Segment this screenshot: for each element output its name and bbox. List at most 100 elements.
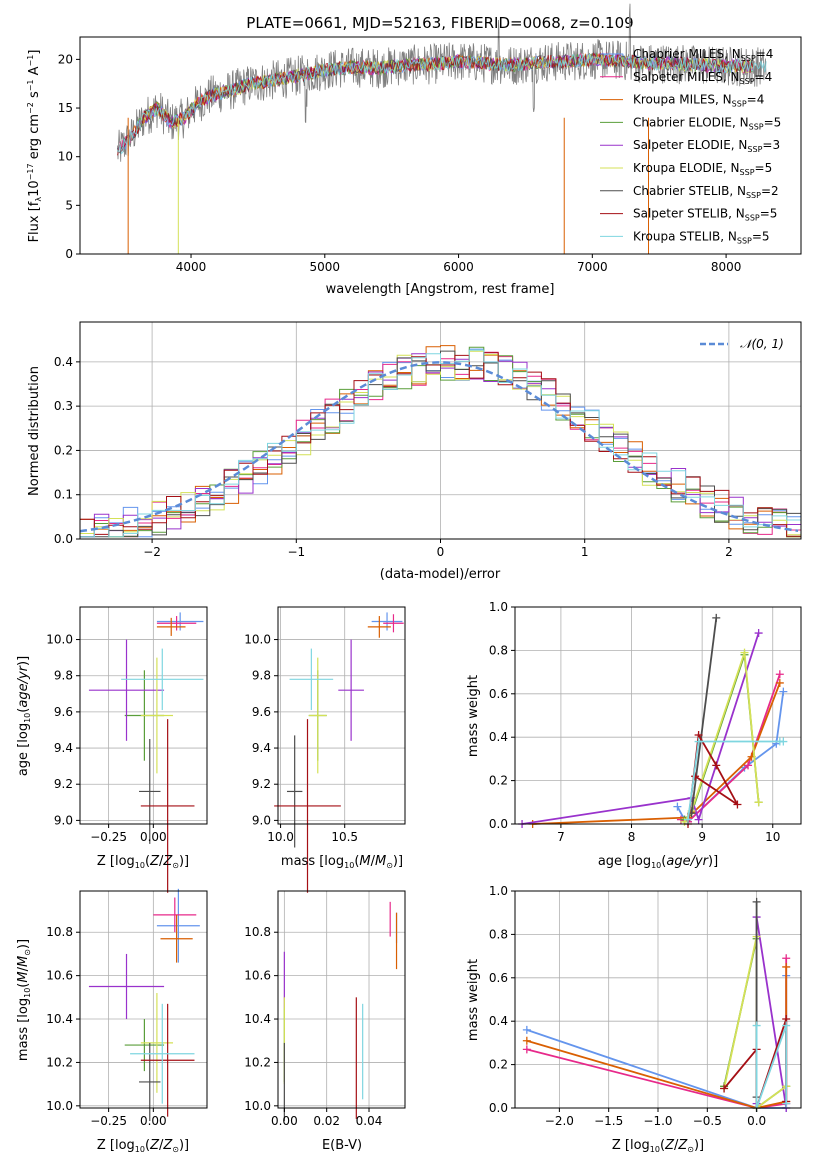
ebv-mass-xlabel: E(B-V) <box>322 1138 362 1153</box>
weight-marker <box>733 800 742 809</box>
x-tick-label: 8000 <box>711 260 742 274</box>
residual-xlabel: (data-model)/error <box>380 567 501 582</box>
y-tick-label: 0.2 <box>54 443 73 457</box>
y-tick-label: 9.2 <box>54 777 73 791</box>
mass-age-xlabel: mass [log10(M/M⊙)] <box>281 854 403 870</box>
weight-marker <box>712 613 721 622</box>
residual-ylabel: Normed distribution <box>27 366 42 496</box>
x-tick-label: 0.00 <box>140 830 167 844</box>
spectrum-title: PLATE=0661, MJD=52163, FIBERID=0068, z=0… <box>246 14 633 32</box>
weight-marker <box>782 954 791 963</box>
y-tick-label: 10.4 <box>46 1012 73 1026</box>
x-tick-label: 5000 <box>310 260 341 274</box>
spectrum-panel: PLATE=0661, MJD=52163, FIBERID=0068, z=0… <box>26 3 802 297</box>
x-tick-label: −2.0 <box>545 1114 574 1128</box>
x-tick-label: −1.5 <box>594 1114 623 1128</box>
legend-label: Salpeter ELODIE, NSSP=3 <box>633 138 780 154</box>
x-tick-label: 9 <box>698 830 706 844</box>
y-tick-label: 0.1 <box>54 488 73 502</box>
histogram-step-line <box>80 345 801 538</box>
weight-marker <box>752 1021 761 1030</box>
weight-marker <box>522 1025 531 1034</box>
y-tick-label: 10.2 <box>46 1055 73 1069</box>
residual-ticks: −2 −1 0 1 2 0.0 0.1 0.2 0.3 0.4 <box>54 355 733 559</box>
residual-plot-area <box>79 345 801 538</box>
weight-marker <box>782 1099 791 1108</box>
spectrum-legend: Chabrier MILES, NSSP=4 Salpeter MILES, NS… <box>600 47 781 245</box>
y-tick-label: 9.6 <box>252 705 271 719</box>
y-tick-label: 10.6 <box>244 969 271 983</box>
y-tick-label: 1.0 <box>489 600 508 614</box>
legend-label: Salpeter STELIB, NSSP=5 <box>633 207 777 223</box>
z-weight-ylabel: mass weight <box>466 959 481 1041</box>
y-tick-label: 0.2 <box>489 774 508 788</box>
x-tick-label: 2 <box>725 545 733 559</box>
weight-line <box>532 682 781 825</box>
x-tick-label: 7000 <box>577 260 608 274</box>
x-tick-label: −0.5 <box>693 1114 722 1128</box>
y-tick-label: 10 <box>58 150 73 164</box>
residual-panel: −2 −1 0 1 2 0.0 0.1 0.2 0.3 0.4 (data-model)/erro… <box>27 321 802 582</box>
weight-line <box>526 975 788 1109</box>
histogram-step-line <box>80 349 801 538</box>
weight-marker <box>779 687 788 696</box>
spectrum-xlabel: wavelength [Angstrom, rest frame] <box>326 282 555 297</box>
weight-line <box>723 938 787 1110</box>
weight-line <box>755 1025 788 1109</box>
weight-line <box>723 936 787 1110</box>
y-tick-label: 0.0 <box>489 1101 508 1115</box>
legend-label: Kroupa MILES, NSSP=4 <box>633 93 764 109</box>
normal-curve <box>79 361 799 533</box>
y-tick-label: 0.4 <box>489 730 508 744</box>
weight-marker <box>740 648 749 657</box>
x-tick-label: 0.0 <box>747 1114 766 1128</box>
x-tick-label: 1 <box>581 545 589 559</box>
x-tick-label: 7 <box>557 830 565 844</box>
y-tick-label: 10.0 <box>244 1099 271 1113</box>
y-tick-label: 0.6 <box>489 971 508 985</box>
weight-marker <box>779 737 788 746</box>
y-tick-label: 0.3 <box>54 399 73 413</box>
age-weight-frame <box>514 606 802 825</box>
x-tick-label: −1.0 <box>643 1114 672 1128</box>
z-age-frame <box>79 606 208 825</box>
y-tick-label: 10.0 <box>46 1099 73 1113</box>
y-tick-label: 9.4 <box>252 741 271 755</box>
weight-line <box>723 1018 788 1109</box>
weight-marker <box>694 815 703 824</box>
weight-line <box>690 617 718 814</box>
x-tick-label: 10.0 <box>267 830 294 844</box>
spectrum-ticks: 4000 5000 6000 7000 8000 0 5 10 15 20 <box>58 52 742 274</box>
x-tick-label: 0.02 <box>313 1114 340 1128</box>
weight-marker <box>775 678 784 687</box>
legend-label: Salpeter MILES, NSSP=4 <box>633 70 772 86</box>
y-tick-label: 0.0 <box>489 817 508 831</box>
y-tick-label: 0.6 <box>489 687 508 701</box>
y-tick-label: 10.0 <box>46 633 73 647</box>
z-mass-panel: −0.25 0.00 10.0 10.2 10.4 10.6 10.8 Z [log10(Z… <box>16 888 208 1154</box>
z-mass-ylabel: mass [log10(M/M⊙)] <box>16 939 32 1061</box>
y-tick-label: 0.2 <box>489 1058 508 1072</box>
y-tick-label: 9.8 <box>252 669 271 683</box>
y-tick-label: 0 <box>65 247 73 261</box>
x-tick-label: −0.25 <box>90 1114 127 1128</box>
age-weight-panel: 7 8 9 10 0.0 0.2 0.4 0.6 0.8 1.0 age [log10(age/y… <box>466 600 802 870</box>
x-tick-label: 0.00 <box>271 1114 298 1128</box>
y-tick-label: 9.8 <box>54 669 73 683</box>
legend-normal-label: 𝒩(0, 1) <box>740 337 784 351</box>
y-tick-label: 10.8 <box>244 925 271 939</box>
y-tick-label: 9.0 <box>54 813 73 827</box>
residual-legend: 𝒩(0, 1) <box>700 337 784 351</box>
x-tick-label: 8 <box>628 830 636 844</box>
y-tick-label: 10.8 <box>46 925 73 939</box>
y-tick-label: 0.4 <box>489 1014 508 1028</box>
y-tick-label: 10.4 <box>244 1012 271 1026</box>
weight-marker <box>754 629 763 638</box>
x-tick-label: 4000 <box>176 260 207 274</box>
y-tick-label: 10.2 <box>244 1055 271 1069</box>
y-tick-label: 20 <box>58 52 73 66</box>
weight-marker <box>522 1036 531 1045</box>
z-age-panel: −0.25 0.00 9.0 9.2 9.4 9.6 9.8 10.0 Z [log10(Z/… <box>16 606 208 893</box>
x-tick-label: 0.04 <box>356 1114 383 1128</box>
spectrum-ylabel: Flux [fλ10−17 erg cm−2 s−1 A−1] <box>26 50 43 243</box>
